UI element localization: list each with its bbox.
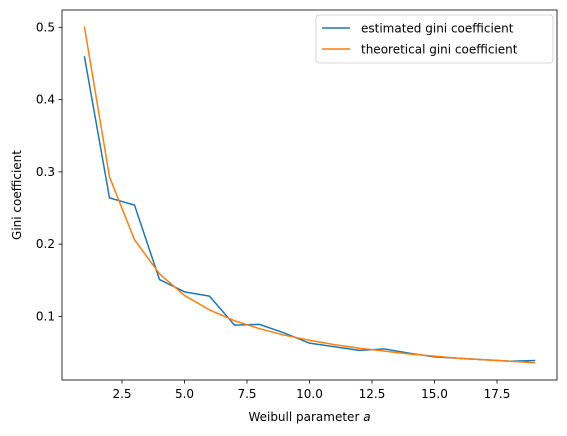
y-tick-label: 0.2 — [36, 237, 55, 251]
legend: estimated gini coefficient theoretical gi… — [315, 14, 554, 64]
plot-area — [61, 9, 558, 381]
y-tick-label: 0.1 — [36, 309, 55, 323]
x-tick-label: 10.0 — [296, 387, 323, 401]
axes-frame — [61, 9, 558, 381]
y-tick-label: 0.4 — [36, 93, 55, 107]
series-line-2 — [83, 26, 536, 364]
legend-box — [315, 14, 554, 64]
x-axis-label-variable: a — [363, 410, 370, 424]
y-tick-label: 0.3 — [36, 165, 55, 179]
x-tick-label: 15.0 — [421, 387, 448, 401]
x-tick-label: 7.5 — [237, 387, 256, 401]
y-tick-label: 0.5 — [36, 20, 55, 34]
legend-label-1: estimated gini coefficient — [361, 22, 514, 36]
legend-entries: estimated gini coefficient theoretical gi… — [322, 22, 518, 57]
x-tick-label: 5.0 — [175, 387, 194, 401]
x-axis-label-text: Weibull parameter — [248, 410, 359, 424]
series-line-1 — [83, 56, 536, 362]
y-axis-ticks: 0.1 0.2 0.3 0.4 0.5 — [36, 20, 62, 323]
x-tick-label: 12.5 — [359, 387, 386, 401]
y-axis-label: Gini coefficient — [10, 150, 24, 240]
x-tick-label: 17.5 — [484, 387, 511, 401]
series-lines — [83, 26, 536, 364]
x-tick-label: 2.5 — [112, 387, 131, 401]
x-axis-ticks: 2.5 5.0 7.5 10.0 12.5 15.0 17.5 — [112, 380, 510, 401]
x-axis-label: Weibull parameter a — [248, 410, 370, 424]
legend-label-2: theoretical gini coefficient — [361, 43, 518, 57]
